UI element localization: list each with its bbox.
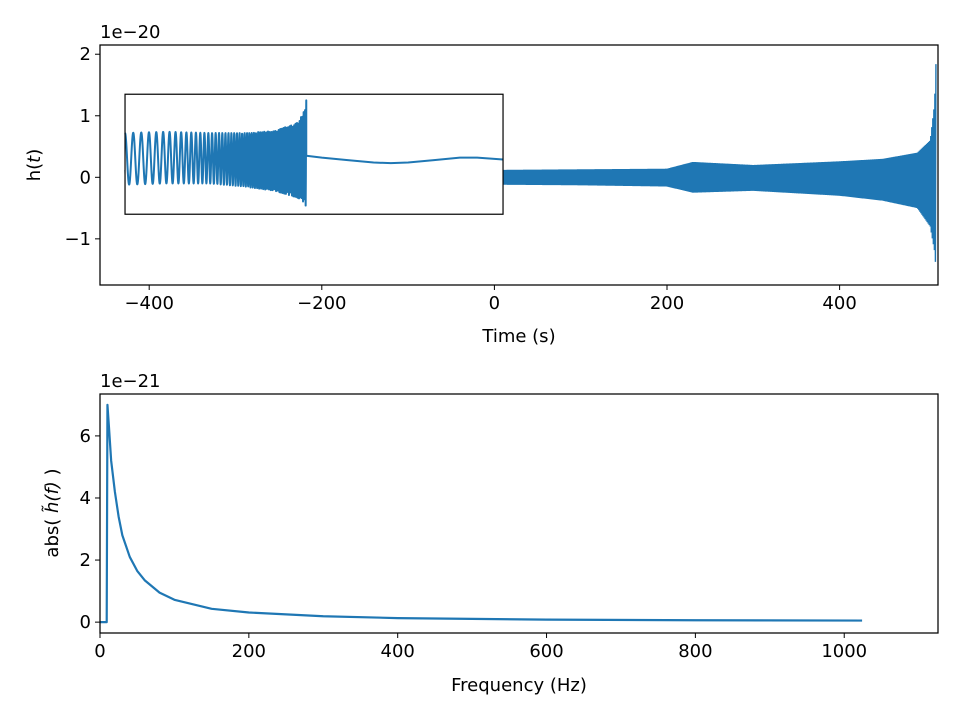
x-tick-label: −400 (124, 293, 173, 314)
amplitude-axis-label: abs( h̃(f) ) (42, 468, 63, 557)
frequency-panel: 0 200 400 600 800 1000 0 2 4 6 1e−21 Frequency (H… (42, 371, 939, 696)
x-tick-label: 400 (381, 641, 415, 662)
amplitude-axis-label-suffix: ) (42, 468, 63, 481)
x-tick-label: 400 (822, 293, 856, 314)
frequency-axis-label: Frequency (Hz) (451, 675, 587, 696)
frequency-offset-text: 1e−21 (100, 371, 161, 392)
x-tick-label: 600 (529, 641, 563, 662)
strain-axis-label-suffix: ) (24, 149, 45, 156)
time-series-ticks: −400 −200 0 200 400 −1 0 1 2 (64, 44, 856, 314)
strain-axis-label: h(t) (24, 149, 45, 182)
inset-frame (124, 93, 504, 215)
frequency-ticks: 0 200 400 600 800 1000 0 2 4 6 (80, 426, 868, 662)
y-tick-label: 0 (80, 167, 91, 188)
time-series-offset-text: 1e−20 (100, 22, 161, 43)
inset-zoom (124, 93, 504, 215)
strain-axis-label-variable: t (24, 155, 45, 163)
time-axis-label: Time (s) (481, 326, 555, 347)
y-tick-label: 0 (80, 612, 91, 633)
y-tick-label: 2 (80, 44, 91, 65)
x-tick-label: −200 (297, 293, 346, 314)
y-tick-label: 6 (80, 426, 91, 447)
strain-axis-label-prefix: h( (24, 163, 45, 181)
amplitude-axis-label-prefix: abs( (42, 513, 63, 558)
amplitude-spectrum-line (100, 403, 863, 624)
frequency-plot-area (100, 403, 863, 624)
y-tick-label: 1 (80, 106, 91, 127)
x-tick-label: 0 (489, 293, 500, 314)
amplitude-axis-label-variable: h̃(f) (42, 481, 63, 513)
time-series-frame (99, 44, 939, 286)
frequency-frame (99, 393, 939, 634)
x-tick-label: 200 (650, 293, 684, 314)
x-tick-label: 0 (94, 641, 105, 662)
y-tick-label: 4 (80, 488, 91, 509)
y-tick-label: 2 (80, 550, 91, 571)
time-series-panel: −400 −200 0 200 400 −1 0 1 2 1e−20 Time (s) h(t) (24, 22, 939, 347)
inset-signal-line (124, 99, 504, 207)
x-tick-label: 800 (678, 641, 712, 662)
y-tick-label: −1 (64, 229, 91, 250)
x-tick-label: 200 (232, 641, 266, 662)
x-tick-label: 1000 (821, 641, 867, 662)
